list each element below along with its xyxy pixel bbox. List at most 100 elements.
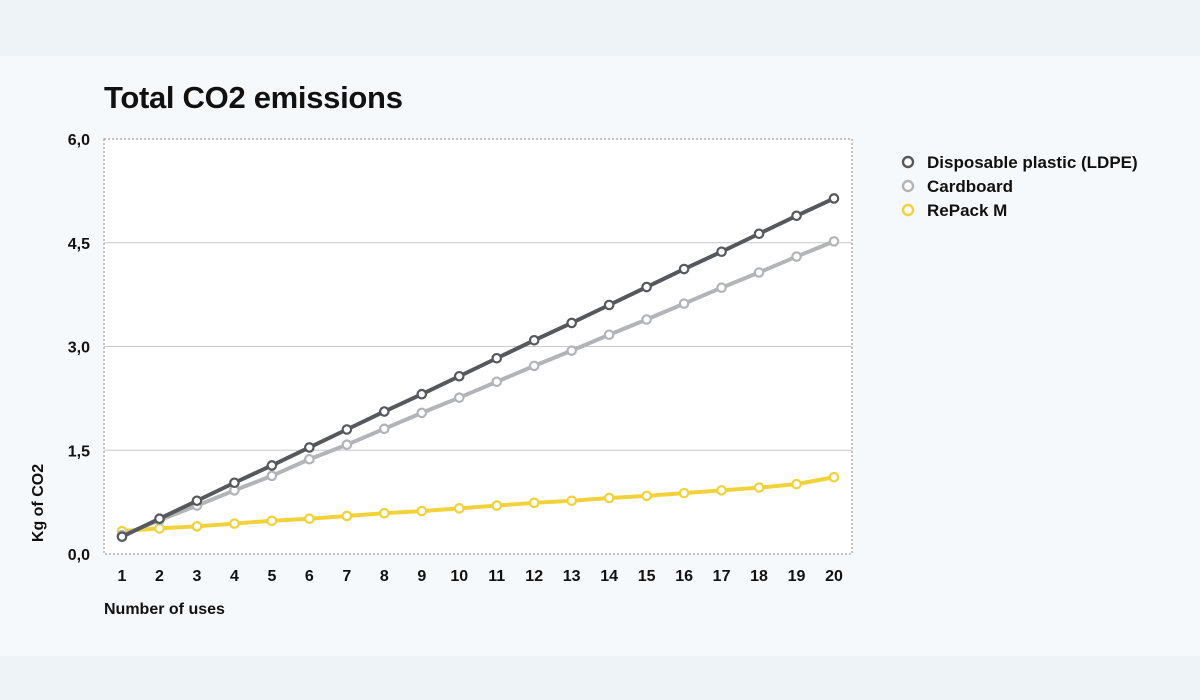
data-point bbox=[154, 523, 165, 534]
x-tick-label: 16 bbox=[675, 568, 693, 585]
x-tick-label: 10 bbox=[450, 568, 468, 585]
x-tick-label: 14 bbox=[600, 568, 618, 585]
x-tick-label: 2 bbox=[155, 568, 164, 585]
data-point bbox=[791, 478, 802, 490]
data-point bbox=[566, 317, 577, 329]
plot-frame bbox=[103, 138, 853, 555]
x-tick-label: 3 bbox=[192, 568, 201, 585]
y-tick-label: 0,0 bbox=[68, 547, 90, 564]
y-tick-label: 1,5 bbox=[68, 443, 90, 460]
y-tick-label: 4,5 bbox=[68, 236, 90, 253]
series-line bbox=[120, 239, 836, 538]
legend-label: Disposable plastic (LDPE) bbox=[927, 153, 1138, 172]
data-point bbox=[603, 299, 615, 311]
data-point bbox=[528, 360, 540, 372]
data-point bbox=[341, 510, 353, 522]
series-line bbox=[120, 196, 836, 539]
data-point bbox=[154, 513, 165, 525]
data-point bbox=[491, 500, 503, 511]
x-tick-label: 4 bbox=[230, 568, 239, 585]
chart-title: Total CO2 emissions bbox=[104, 80, 403, 115]
legend-item: Disposable plastic (LDPE) bbox=[901, 153, 1138, 172]
legend-marker bbox=[901, 179, 915, 193]
x-tick-label: 7 bbox=[342, 568, 351, 585]
data-point bbox=[266, 470, 278, 482]
data-point bbox=[491, 376, 503, 388]
data-point bbox=[266, 460, 278, 471]
series-layer bbox=[116, 193, 840, 543]
data-point bbox=[341, 424, 353, 435]
data-point bbox=[791, 251, 802, 262]
x-tick-label: 20 bbox=[825, 568, 843, 585]
data-point bbox=[453, 392, 465, 403]
x-tick-label: 13 bbox=[563, 568, 581, 585]
data-point bbox=[791, 210, 802, 222]
data-point bbox=[229, 518, 240, 529]
data-point bbox=[641, 281, 652, 293]
legend-label: Cardboard bbox=[927, 177, 1013, 196]
data-point bbox=[379, 423, 390, 435]
data-point bbox=[453, 370, 465, 382]
data-point bbox=[641, 490, 652, 502]
legend: Disposable plastic (LDPE) Cardboard RePack… bbox=[901, 153, 1138, 220]
x-tick-label: 12 bbox=[525, 568, 543, 585]
legend-item: Cardboard bbox=[901, 177, 1013, 196]
data-point bbox=[191, 495, 203, 507]
x-tick-label: 1 bbox=[118, 568, 127, 585]
legend-label: RePack M bbox=[927, 201, 1007, 220]
data-point bbox=[678, 263, 690, 275]
data-point bbox=[304, 442, 315, 453]
data-point bbox=[416, 407, 428, 419]
data-point bbox=[828, 471, 840, 483]
y-axis-ticks: 0,0 1,5 3,0 4,5 6,0 bbox=[68, 132, 90, 564]
data-point bbox=[491, 352, 503, 364]
x-tick-label: 18 bbox=[750, 568, 768, 585]
data-point bbox=[753, 228, 765, 240]
y-axis-title: Kg of CO2 bbox=[30, 464, 47, 542]
legend-marker bbox=[901, 155, 915, 169]
data-point bbox=[416, 388, 428, 400]
x-tick-label: 6 bbox=[305, 568, 314, 585]
data-point bbox=[716, 485, 727, 496]
x-tick-label: 17 bbox=[713, 568, 731, 585]
y-tick-label: 3,0 bbox=[68, 340, 90, 357]
x-tick-label: 8 bbox=[380, 568, 389, 585]
data-point bbox=[304, 513, 315, 525]
data-point bbox=[603, 492, 615, 504]
series-group bbox=[116, 236, 840, 541]
data-point bbox=[828, 193, 840, 204]
data-point bbox=[678, 487, 690, 499]
data-point bbox=[603, 329, 615, 341]
data-point bbox=[566, 495, 577, 507]
data-point bbox=[716, 246, 727, 258]
data-point bbox=[379, 507, 390, 519]
data-point bbox=[266, 515, 278, 527]
data-point bbox=[828, 236, 840, 247]
x-axis-title: Number of uses bbox=[104, 601, 225, 618]
data-point bbox=[678, 298, 690, 309]
data-point bbox=[528, 334, 540, 346]
data-point bbox=[641, 314, 652, 325]
data-point bbox=[416, 505, 428, 517]
data-point bbox=[191, 521, 203, 532]
data-point bbox=[341, 439, 353, 451]
x-axis-ticks: 1 2 3 4 5 6 7 8 9 10 11 12 13 14 15 16 17 18 19 20 bbox=[118, 568, 843, 585]
x-tick-label: 11 bbox=[488, 568, 505, 585]
data-point bbox=[379, 406, 390, 417]
data-point bbox=[566, 345, 577, 356]
data-point bbox=[753, 267, 765, 278]
x-tick-label: 15 bbox=[638, 568, 656, 585]
data-point bbox=[716, 282, 727, 294]
legend-item: RePack M bbox=[901, 201, 1007, 220]
series-group bbox=[116, 193, 840, 543]
x-tick-label: 5 bbox=[267, 568, 276, 585]
data-point bbox=[116, 531, 128, 543]
data-point bbox=[528, 497, 540, 509]
data-point bbox=[453, 503, 465, 514]
data-point bbox=[304, 453, 315, 465]
y-tick-label: 6,0 bbox=[68, 132, 90, 149]
data-point bbox=[753, 482, 765, 493]
x-tick-label: 9 bbox=[417, 568, 426, 585]
legend-marker bbox=[901, 203, 915, 217]
